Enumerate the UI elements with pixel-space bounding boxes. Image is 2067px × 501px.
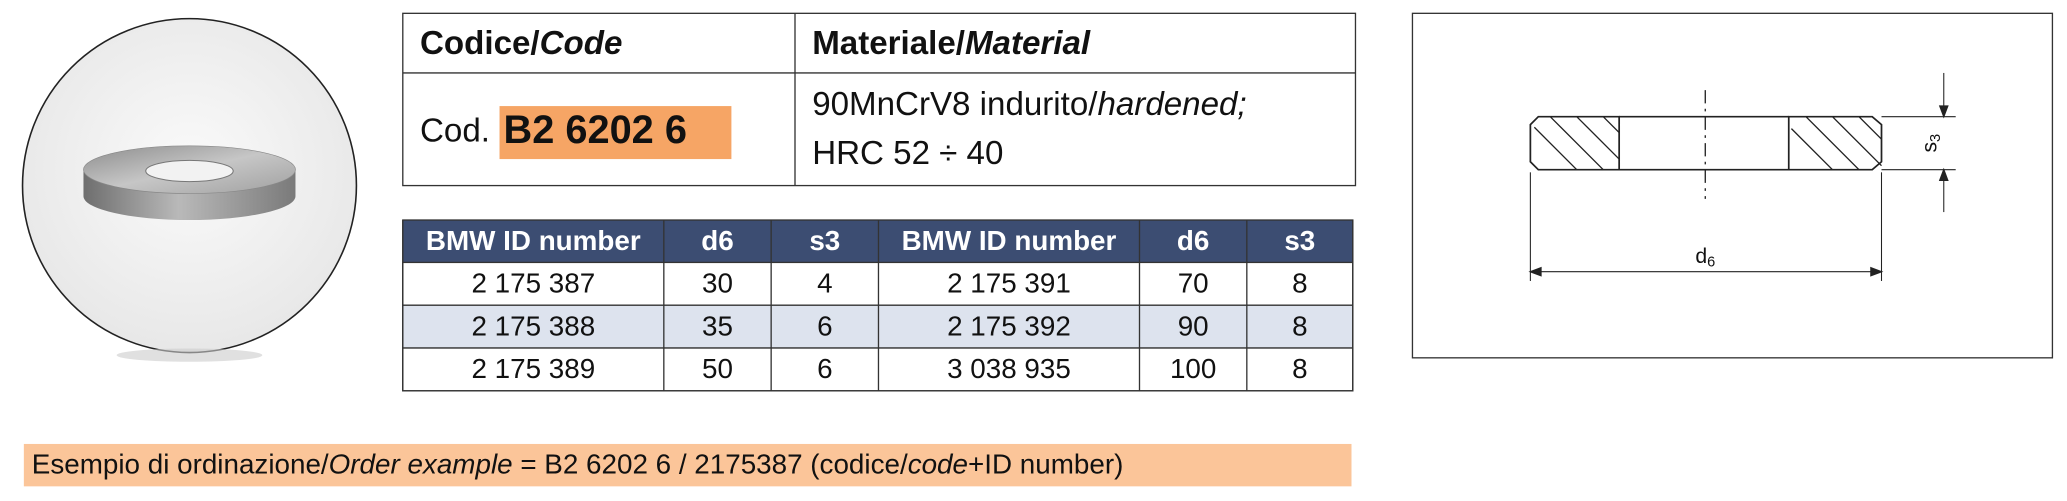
order-text-en: code	[908, 449, 968, 480]
s3-base: s	[1918, 142, 1941, 153]
table-cell: 6	[817, 353, 832, 384]
table-cell: 70	[1178, 267, 1209, 298]
column-header: BMW ID number	[426, 225, 641, 256]
product-photo	[21, 17, 358, 362]
table-cell: 30	[702, 267, 733, 298]
table-cell: 8	[1292, 310, 1307, 341]
d6-sub: 6	[1707, 254, 1715, 270]
table-cell: 100	[1170, 353, 1216, 384]
table-cell: 2 175 388	[471, 310, 595, 341]
material: 90MnCrV8 indurito/hardened;	[812, 86, 1246, 123]
column-header: s3	[809, 225, 840, 256]
d6-base: d	[1695, 245, 1707, 268]
code-label-en: Code	[540, 25, 623, 62]
header-code: Codice/Code	[420, 25, 622, 62]
column-header: BMW ID number	[902, 225, 1117, 256]
code-highlight	[499, 106, 732, 160]
table-border	[402, 219, 1354, 392]
product-code: B2 6202 6	[504, 108, 687, 152]
material-label-en: Material	[965, 25, 1091, 62]
s3-sub: 3	[1928, 134, 1944, 142]
s3-label: s3	[1918, 134, 1944, 153]
table-cell: 8	[1292, 353, 1307, 384]
d6-label: d6	[1695, 245, 1715, 271]
order-text: = B2 6202 6 / 2175387 (codice/	[513, 449, 908, 480]
table-cell: 8	[1292, 267, 1307, 298]
order-label-en: Order example	[329, 449, 513, 480]
table-cell: 2 175 389	[471, 353, 595, 384]
code-prefix: Cod.	[420, 112, 490, 149]
table-cell: 90	[1178, 310, 1209, 341]
table-cell: 2 175 387	[471, 267, 595, 298]
table-cell: 2 175 392	[947, 310, 1071, 341]
column-header: d6	[701, 225, 733, 256]
table-cell: 3 038 935	[947, 353, 1071, 384]
material-text-en: hardened;	[1097, 86, 1246, 123]
technical-drawing	[1411, 12, 2054, 359]
material-label: Materiale/	[812, 25, 965, 62]
id-table: BMW ID number d6 s3 BMW ID number d6 s3 2 175 …	[402, 219, 1354, 392]
order-example: Esempio di ordinazione/Order example = B…	[32, 449, 1124, 480]
material-text: 90MnCrV8 indurito/	[812, 86, 1098, 123]
table-cell: 2 175 391	[947, 267, 1071, 298]
order-label: Esempio di ordinazione/	[32, 449, 329, 480]
order-text-end: +ID number)	[968, 449, 1123, 480]
column-header: s3	[1284, 225, 1315, 256]
table-cell: 4	[817, 267, 832, 298]
table-cell: 50	[702, 353, 733, 384]
column-header: d6	[1177, 225, 1209, 256]
header-material: Materiale/Material	[812, 25, 1091, 62]
table-cell: 6	[817, 310, 832, 341]
code-table: Codice/Code Materiale/Material Cod. B2 6…	[402, 12, 1357, 187]
code-label: Codice/	[420, 25, 540, 62]
order-highlight	[23, 443, 1352, 487]
hardness: HRC 52 ÷ 40	[812, 135, 1003, 172]
table-cell: 35	[702, 310, 733, 341]
